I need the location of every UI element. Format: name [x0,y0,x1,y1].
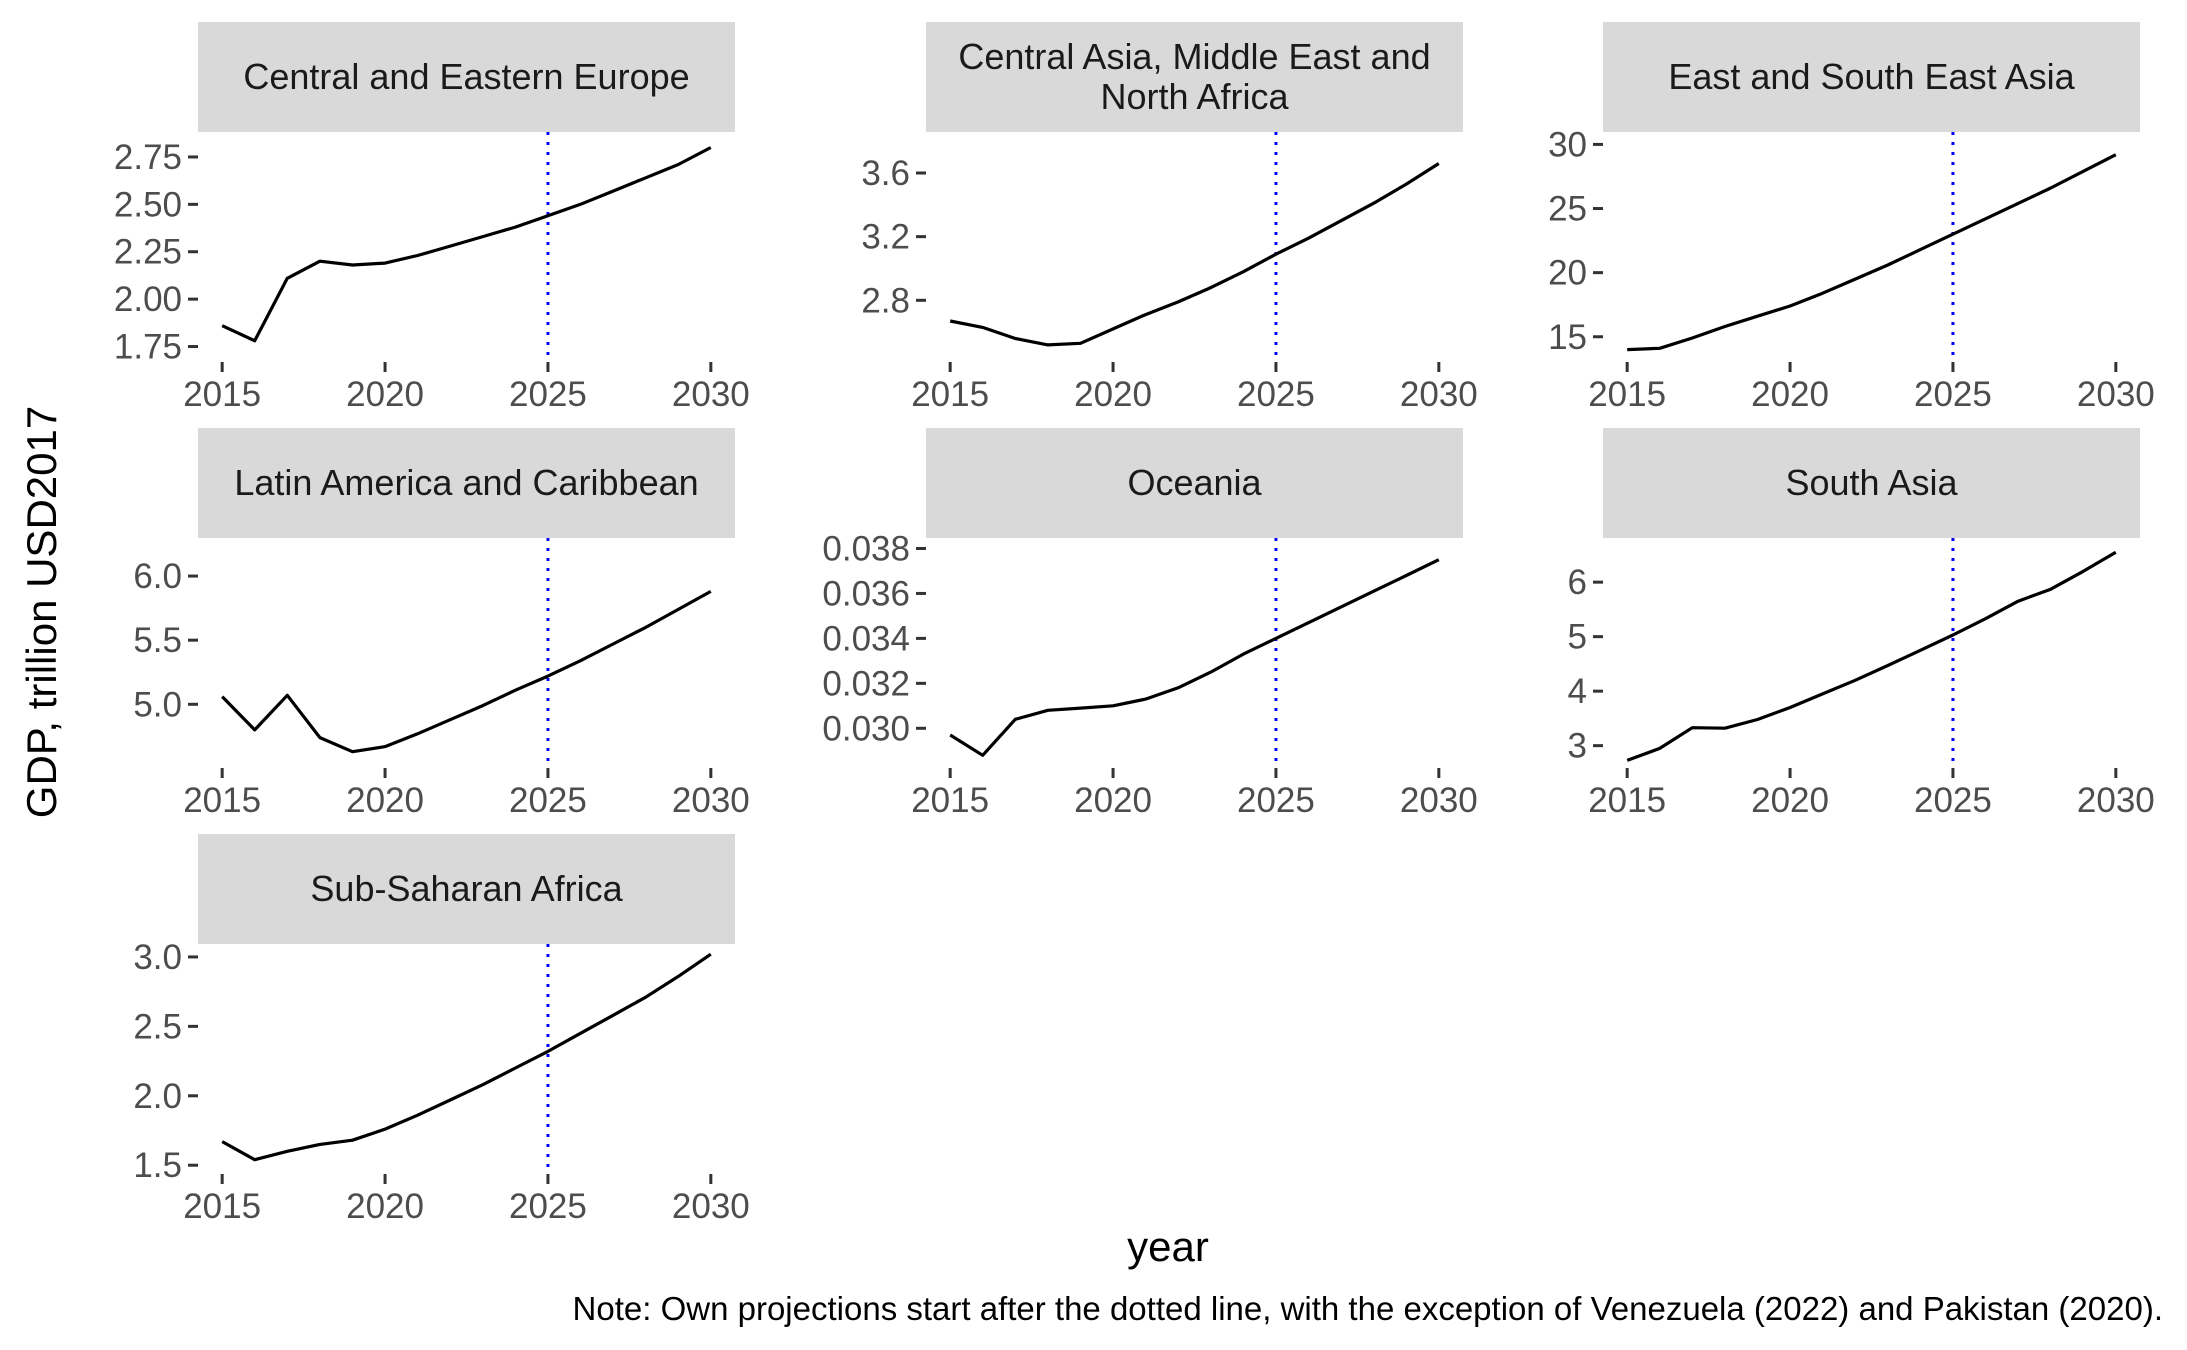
y-tick-label: 4 [1568,672,1587,711]
panels-group: Central and Eastern Europe 1.75 2.00 2.25 2.… [114,22,2155,1226]
y-tick-label: 6 [1568,563,1587,602]
x-tick-label: 2030 [1400,375,1478,414]
facet-title: Central Asia, Middle East and [958,36,1430,77]
y-tick-label: 3.2 [861,218,910,257]
facet-strip [1603,22,2140,132]
x-tick-label: 2020 [346,375,424,414]
y-tick-label: 0.030 [822,709,910,748]
y-tick-label: 20 [1548,254,1587,293]
x-axis-title: year [1127,1223,1209,1270]
x-tick-label: 2015 [183,1187,261,1226]
facet-title: East and South East Asia [1668,56,2075,97]
y-tick-label: 5.0 [133,685,182,724]
facet-strip [926,22,1463,132]
x-tick-label: 2015 [911,781,989,820]
x-tick-label: 2030 [2077,781,2155,820]
facet-strip [1603,428,2140,538]
gdp-series-line [949,162,1440,347]
facet-panel: Latin America and Caribbean 5.0 5.5 6.0 2015… [133,428,750,820]
x-tick-label: 2020 [346,1187,424,1226]
y-tick-label: 2.0 [133,1077,182,1116]
facet-panel: Central and Eastern Europe 1.75 2.00 2.25 2.… [114,22,750,414]
gdp-series-line [1627,153,2117,352]
x-tick-label: 2030 [672,781,750,820]
gdp-series-line [221,952,712,1162]
y-tick-label: 0.034 [822,619,910,658]
x-tick-label: 2030 [1400,781,1478,820]
x-tick-label: 2025 [509,781,587,820]
x-tick-label: 2025 [1914,781,1992,820]
x-tick-label: 2025 [1237,781,1315,820]
facet-strip [198,22,735,132]
y-tick-label: 6.0 [133,557,182,596]
x-tick-label: 2020 [1074,375,1152,414]
facet-title: North Africa [1100,76,1289,117]
facet-title: South Asia [1785,462,1958,503]
x-tick-label: 2030 [672,375,750,414]
y-tick-label: 2.8 [861,281,910,320]
gdp-series-line [1626,550,2117,762]
y-tick-label: 2.25 [114,233,182,272]
y-tick-label: 0.036 [822,574,910,613]
y-tick-label: 2.00 [114,280,182,319]
facet-title: Sub-Saharan Africa [310,868,623,909]
x-tick-label: 2030 [672,1187,750,1226]
facet-title: Latin America and Caribbean [234,462,698,503]
facet-title: Central and Eastern Europe [243,56,689,97]
y-tick-label: 1.5 [133,1146,182,1185]
y-tick-label: 2.75 [114,138,182,177]
facet-panel: South Asia 3 4 5 6 2015 2020 2025 2030 [1568,428,2155,820]
x-tick-label: 2030 [2077,375,2155,414]
x-tick-label: 2015 [1588,781,1666,820]
facet-strip [198,428,735,538]
x-tick-label: 2020 [1751,375,1829,414]
x-tick-label: 2020 [1751,781,1829,820]
x-tick-label: 2020 [346,781,424,820]
y-tick-label: 3.6 [861,154,910,193]
x-tick-label: 2025 [1914,375,1992,414]
y-tick-label: 3.0 [133,938,182,977]
gdp-series-line [221,146,712,343]
y-tick-label: 2.5 [133,1007,182,1046]
x-tick-label: 2025 [509,375,587,414]
facet-panel: Sub-Saharan Africa 1.5 2.0 2.5 3.0 2015 2020 20… [133,834,750,1226]
y-tick-label: 0.032 [822,664,910,703]
y-tick-label: 30 [1548,125,1587,164]
gdp-series-line [949,558,1440,757]
facet-strip [198,834,735,944]
y-tick-label: 5.5 [133,621,182,660]
x-tick-label: 2015 [183,781,261,820]
y-tick-label: 15 [1548,318,1587,357]
x-tick-label: 2025 [509,1187,587,1226]
x-tick-label: 2015 [1588,375,1666,414]
y-tick-label: 25 [1548,190,1587,229]
y-tick-label: 1.75 [114,328,182,367]
x-tick-label: 2015 [183,375,261,414]
gdp-series-line [221,590,712,754]
x-tick-label: 2015 [911,375,989,414]
x-tick-label: 2020 [1074,781,1152,820]
y-tick-label: 0.038 [822,529,910,568]
facet-strip [926,428,1463,538]
y-tick-label: 5 [1568,618,1587,657]
y-tick-label: 3 [1568,727,1587,766]
figure-caption: Note: Own projections start after the do… [573,1290,2163,1327]
facet-panel: Oceania 0.030 0.032 0.034 0.036 0.038 2015 2020… [822,428,1478,820]
facet-title: Oceania [1127,462,1262,503]
y-axis-title: GDP, trillion USD2017 [18,406,65,818]
x-tick-label: 2025 [1237,375,1315,414]
y-tick-label: 2.50 [114,185,182,224]
